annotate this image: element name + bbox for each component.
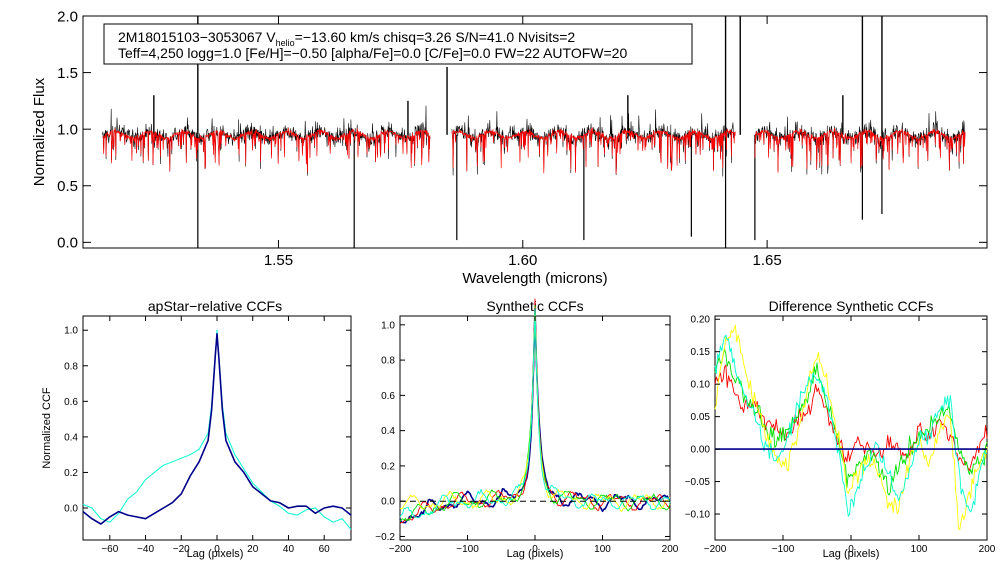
difference-ccf-x-tick-label: 100 — [911, 544, 928, 555]
difference-ccf-y-tick-label: 0.00 — [691, 445, 711, 456]
apstar-ccf-y-tick-label: 0.6 — [64, 397, 78, 408]
apstar-ccf-y-tick-label: 0.0 — [64, 504, 78, 515]
difference-ccf-y-tick-label: 0.15 — [691, 347, 711, 358]
difference-ccf-x-axis-label: Lag (pixels) — [823, 548, 880, 560]
apstar-ccf-x-tick-label: 40 — [283, 544, 295, 555]
difference-ccf-axes: −200 −100 0 100 200 −0.10 −0.05 0.00 0.05 0.10 0.1… — [685, 315, 996, 555]
difference-ccf-x-tick-label: 200 — [979, 544, 996, 555]
spectrum-annotation-box — [103, 23, 693, 65]
synthetic-ccf-visit-3-line — [399, 306, 671, 513]
difference-ccf-y-tick-label: 0.10 — [691, 380, 711, 391]
spectrum-model-line — [451, 127, 736, 174]
synthetic-ccf-x-tick-label: −200 — [389, 544, 412, 555]
spectrum-model-line — [102, 127, 431, 173]
synthetic-ccf-y-tick-label: 0.2 — [381, 461, 395, 472]
synthetic-ccf-y-tick-label: 1.0 — [381, 320, 395, 331]
difference-ccf-visit-1-line — [714, 364, 988, 471]
apstar-ccf-y-tick-label: 1.0 — [64, 326, 78, 337]
difference-ccf-y-tick-label: −0.10 — [685, 510, 711, 521]
synthetic-ccf-x-axis-label: Lag (pixels) — [507, 548, 564, 560]
apstar-ccf-x-tick-label: 20 — [247, 544, 259, 555]
spectrum-data — [102, 16, 966, 248]
spectrum-y-tick-label: 0.0 — [57, 235, 78, 252]
synthetic-ccf-visit-4-line — [399, 308, 671, 519]
synthetic-ccf-data — [399, 298, 671, 524]
synthetic-ccf-y-tick-label: 0.8 — [381, 356, 395, 367]
spectrum-x-axis-label: Wavelength (microns) — [462, 270, 607, 287]
apstar-ccf-y-tick-label: 0.4 — [64, 432, 78, 443]
spectrum-x-tick-label: 1.55 — [264, 252, 293, 269]
apstar-ccf-x-tick-label: −60 — [101, 544, 118, 555]
spectrum-plot-frame — [82, 15, 988, 249]
difference-ccf-visit-2-line — [714, 348, 988, 496]
synthetic-ccf-visit-1-line — [399, 298, 671, 524]
spectrum-y-axis-label: Normalized Flux — [31, 77, 48, 186]
synthetic-ccf-x-tick-label: 200 — [662, 544, 679, 555]
spectrum-y-tick-label: 2.0 — [57, 8, 78, 25]
difference-ccf-visit-3-line — [714, 324, 988, 531]
synthetic-ccf-y-tick-label: 0.0 — [381, 497, 395, 508]
difference-ccf-x-tick-label: −200 — [704, 544, 727, 555]
apstar-ccf-axes: −60 −40 −20 0 20 40 60 0.0 0.2 0.4 0.6 0.8 1.0 — [64, 316, 351, 555]
spectrum-y-tick-label: 1.0 — [57, 121, 78, 138]
difference-ccf-x-tick-label: −100 — [772, 544, 795, 555]
spectrum-observed-line — [451, 109, 736, 177]
synthetic-ccf-x-tick-label: −100 — [456, 544, 479, 555]
apstar-ccf-panel: apStar−relative CCFs −60 −40 −20 0 20 40 60 0.0… — [41, 298, 352, 560]
difference-ccf-data — [714, 324, 988, 531]
synthetic-ccf-axes: −200 −100 0 100 200 −0.2 0.0 0.2 0.4 0.6 0.8 1.0 — [375, 316, 679, 555]
apstar-ccf-combined-line — [82, 333, 352, 525]
synthetic-ccf-y-tick-label: −0.2 — [375, 532, 395, 543]
spectrum-annotation-line1: 2M18015103−3053067 Vhelio=−13.60 km/s ch… — [118, 29, 575, 48]
apstar-ccf-y-axis-label: Normalized CCF — [41, 387, 53, 469]
difference-ccf-x-tick-label: 0 — [848, 544, 854, 555]
apstar-ccf-visit-1-line — [82, 329, 352, 530]
difference-ccf-panel: Difference Synthetic CCFs −200 −100 0 100 20… — [685, 298, 996, 560]
difference-ccf-visit-4-line — [714, 334, 988, 517]
apstar-ccf-y-tick-label: 0.8 — [64, 361, 78, 372]
apstar-ccf-x-axis-label: Lag (pixels) — [187, 548, 244, 560]
difference-ccf-y-tick-label: 0.05 — [691, 412, 711, 423]
difference-ccf-y-tick-label: 0.20 — [691, 315, 711, 326]
spectrum-y-tick-label: 1.5 — [57, 65, 78, 82]
synthetic-ccf-x-tick-label: 100 — [594, 544, 611, 555]
difference-ccf-y-tick-label: −0.05 — [685, 477, 711, 488]
spectrum-axes: 1.55 1.60 1.65 0.0 0.5 1.0 1.5 2.0 — [57, 8, 987, 269]
apstar-ccf-x-tick-label: 60 — [319, 544, 331, 555]
synthetic-ccf-combined-line — [399, 306, 671, 524]
apstar-ccf-y-tick-label: 0.2 — [64, 468, 78, 479]
spectrum-y-tick-label: 0.5 — [57, 178, 78, 195]
apstar-ccf-title: apStar−relative CCFs — [148, 298, 282, 314]
spectrum-x-tick-label: 1.60 — [508, 252, 537, 269]
apstar-ccf-x-tick-label: 0 — [214, 544, 220, 555]
spectrum-panel: 1.55 1.60 1.65 0.0 0.5 1.0 1.5 2.0 2M18015103−3… — [31, 8, 988, 287]
synthetic-ccf-y-tick-label: 0.4 — [381, 426, 395, 437]
spectrum-model-line — [754, 128, 966, 173]
difference-ccf-title: Difference Synthetic CCFs — [769, 298, 934, 314]
apstar-ccf-data — [82, 329, 352, 530]
apstar-ccf-x-tick-label: −20 — [173, 544, 190, 555]
synthetic-ccf-visit-2-line — [399, 304, 671, 522]
synthetic-ccf-y-tick-label: 0.6 — [381, 391, 395, 402]
synthetic-ccf-x-tick-label: 0 — [532, 544, 538, 555]
apstar-ccf-x-tick-label: −40 — [137, 544, 154, 555]
synthetic-ccf-panel: Synthetic CCFs −200 −100 0 100 200−0.20.00.2… — [375, 298, 679, 560]
spectrum-annotation-line2: Teff=4,250 logg=1.0 [Fe/H]=−0.50 [alpha/… — [118, 45, 627, 61]
spectrum-x-tick-label: 1.65 — [753, 252, 782, 269]
